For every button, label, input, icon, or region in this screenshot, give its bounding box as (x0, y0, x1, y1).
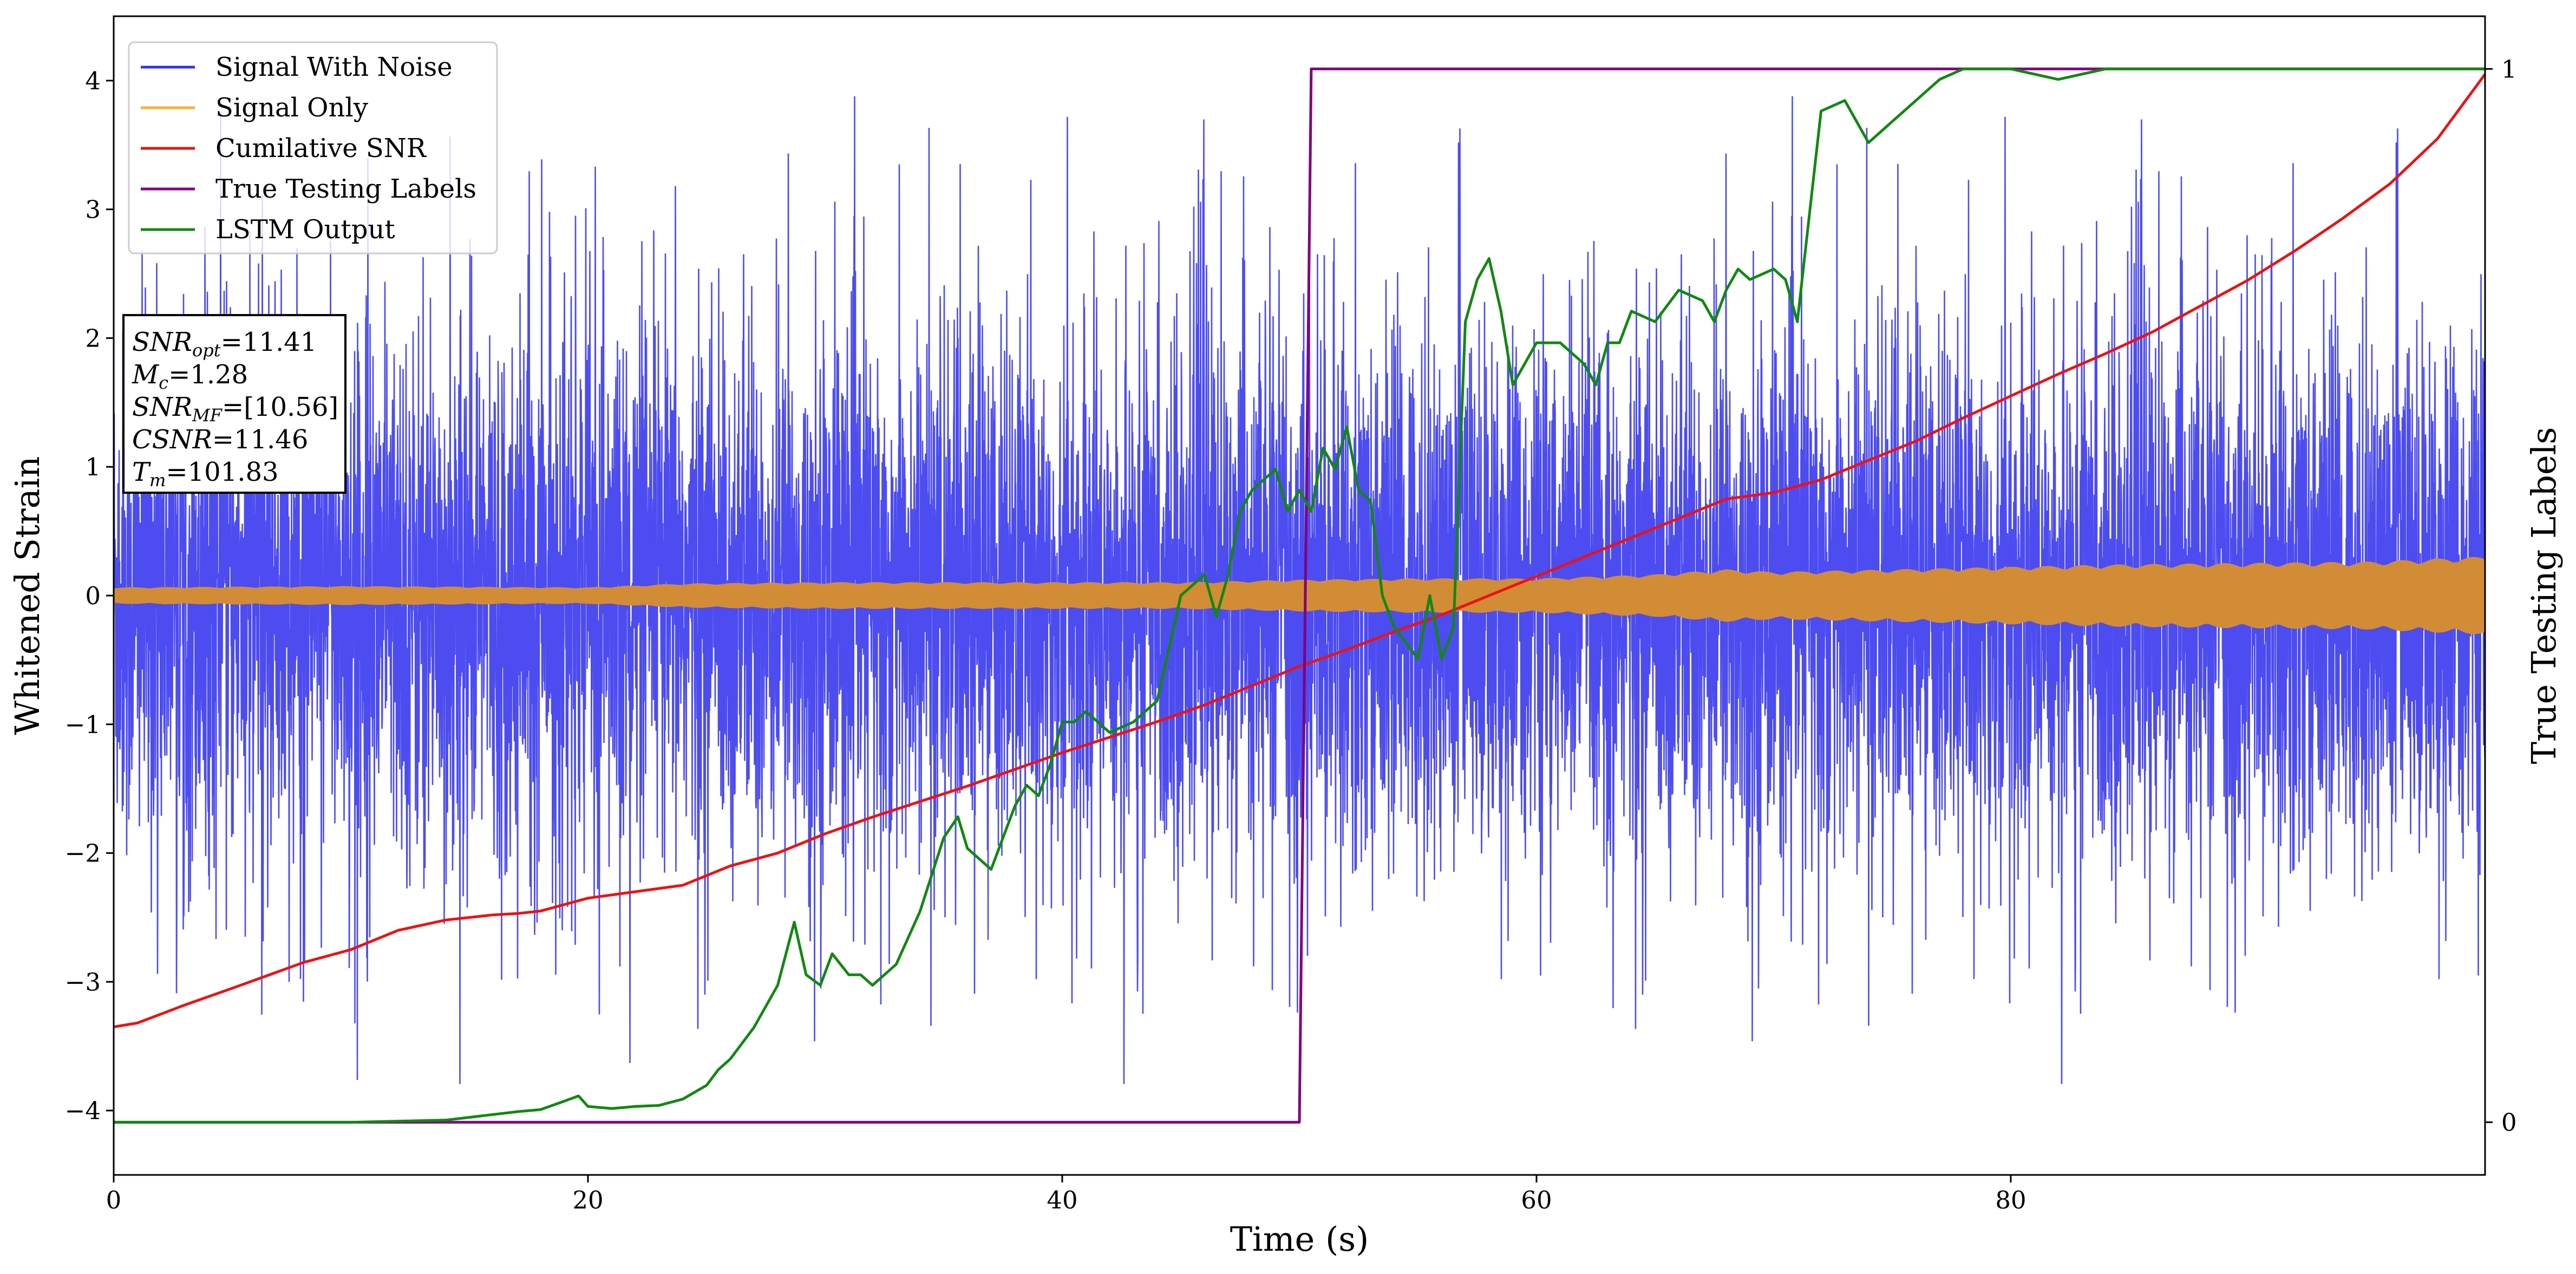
legend: Signal With Noise Signal Only Cumilative S… (128, 41, 498, 254)
series-cumilative-snr (114, 73, 2485, 1029)
y-axis-label-right: True Testing Labels (2524, 427, 2564, 765)
legend-label-lstm-output: LSTM Output (215, 214, 395, 245)
y-tick-label-left: 2 (85, 324, 101, 352)
y-tick-label-left: −2 (65, 839, 101, 868)
annotation-line: Tm=101.83 (132, 457, 279, 491)
annotation-line: SNRMF=[10.56] (132, 392, 338, 426)
y-axis-label-left: Whitened Strain (8, 456, 47, 735)
x-tick-label: 20 (572, 1186, 603, 1214)
legend-label-signal-with-noise: Signal With Noise (215, 52, 453, 82)
legend-label-cumilative-snr: Cumilative SNR (215, 133, 427, 164)
series-true-testing-labels (114, 67, 2485, 1124)
legend-box (128, 41, 498, 254)
y-tick-label-left: 0 (85, 582, 101, 610)
y-tick-label-left: 4 (85, 67, 101, 95)
x-tick-label: 80 (1995, 1186, 2026, 1214)
x-tick-label: 0 (106, 1186, 122, 1214)
y-tick-label-right: 0 (2501, 1108, 2517, 1137)
x-tick-label: 60 (1521, 1186, 1552, 1214)
x-axis-label: Time (s) (1230, 1219, 1369, 1259)
y-tick-label-left: −4 (65, 1096, 101, 1125)
y-tick-label-left: 3 (85, 195, 101, 224)
legend-label-true-testing-labels: True Testing Labels (215, 174, 476, 204)
y-tick-label-left: 1 (85, 453, 101, 481)
series-signal-only (114, 557, 2485, 635)
annotation-line: CSNR=11.46 (132, 424, 308, 455)
series-layer (114, 67, 2485, 1124)
annotation-line: SNRopt=11.41 (132, 327, 317, 361)
y-tick-label-right: 1 (2501, 55, 2517, 83)
y-tick-label-left: −3 (65, 968, 101, 996)
y-tick-label-left: −1 (65, 710, 101, 739)
series-lstm-output (114, 67, 2485, 1124)
annotation-line: Mc=1.28 (132, 360, 248, 393)
x-tick-label: 40 (1047, 1186, 1077, 1214)
annotation-box (122, 314, 346, 494)
parameter-annotation-box: SNRopt=11.41Mc=1.28SNRMF=[10.56]CSNR=11.… (122, 314, 346, 494)
legend-label-signal-only: Signal Only (215, 93, 368, 123)
series-signal-with-noise (114, 96, 2485, 1084)
